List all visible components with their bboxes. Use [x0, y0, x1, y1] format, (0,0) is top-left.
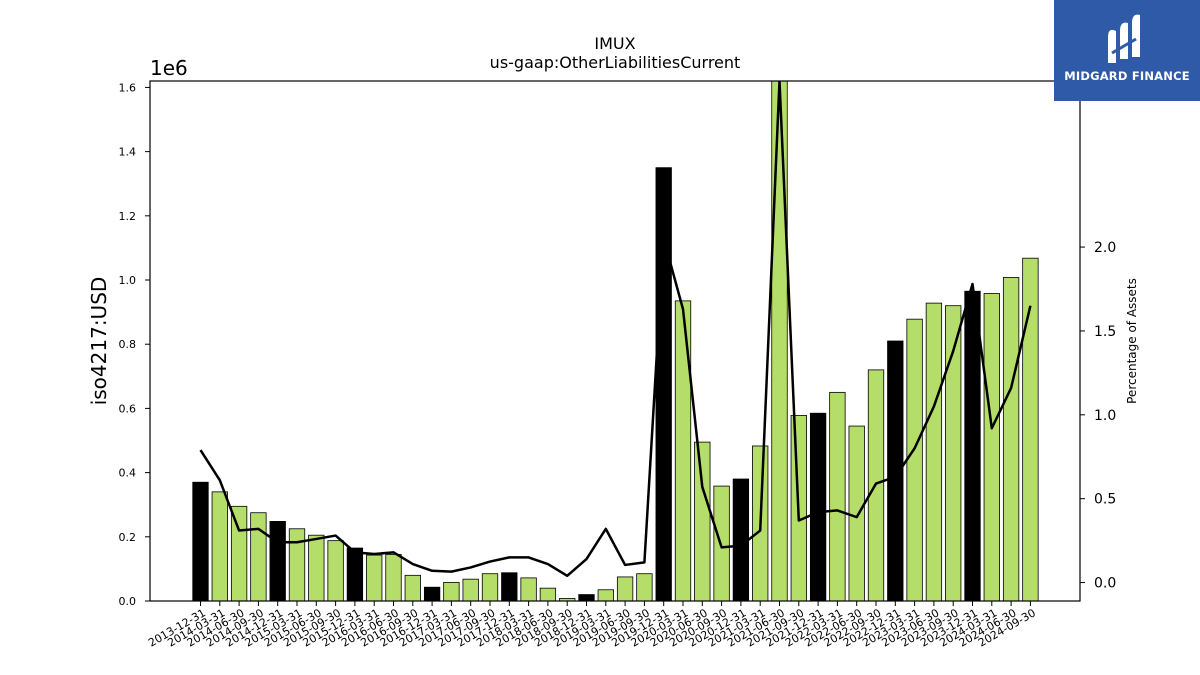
midgard-logo-icon — [1108, 14, 1140, 63]
bar-2016-12-31 — [423, 586, 441, 602]
bar-2023-03-31 — [906, 318, 923, 602]
bar-2019-12-31 — [655, 167, 672, 602]
bar-2014-06-30 — [230, 505, 248, 602]
bar-2014-09-30 — [250, 512, 267, 602]
bar-2019-03-31 — [597, 589, 614, 602]
bar-2015-03-31 — [288, 528, 306, 602]
y-multiplier-label: 1e6 — [150, 56, 188, 80]
y2-tick-label: 1.0 — [1094, 408, 1116, 424]
x-axis: 2013-12-312014-03-312014-06-302014-09-30… — [146, 601, 1038, 650]
bar-2018-03-31 — [520, 577, 537, 602]
bar-2018-06-30 — [539, 587, 557, 602]
bar-2016-09-30 — [404, 574, 421, 602]
percentage-of-assets-line — [199, 81, 1032, 578]
bar-2020-06-30 — [694, 441, 711, 602]
y-axis-label: iso4217:USD — [87, 277, 111, 406]
y-tick-label: 1.4 — [119, 146, 137, 159]
bar-2021-06-30 — [771, 80, 788, 602]
y2-tick-label: 0.5 — [1094, 492, 1116, 508]
bar-2015-12-31 — [346, 547, 364, 602]
bar-2015-06-30 — [308, 534, 325, 602]
bar-2016-03-31 — [366, 554, 383, 602]
bar-2019-06-30 — [616, 576, 634, 602]
bar-2016-06-30 — [385, 554, 402, 602]
bar-2024-03-31 — [983, 293, 1000, 602]
bar-2018-12-31 — [578, 594, 595, 602]
bar-2013-12-31 — [192, 481, 209, 602]
bar-2021-12-31 — [809, 412, 827, 602]
y-tick-label: 0.6 — [119, 402, 137, 415]
bar-2022-03-31 — [829, 391, 846, 602]
y2-axis: 0.0 0.5 1.0 1.5 2.0 — [1080, 240, 1116, 592]
y-tick-label: 1.6 — [119, 81, 137, 94]
y-tick-label: 0.4 — [119, 467, 137, 480]
chart-subtitle: us-gaap:OtherLiabilitiesCurrent — [490, 53, 741, 72]
bar-2017-03-31 — [443, 581, 460, 602]
bar-2015-09-30 — [327, 540, 344, 602]
y-tick-label: 1.2 — [119, 210, 137, 223]
bar-2014-03-31 — [211, 491, 228, 602]
bar-2017-12-31 — [501, 572, 518, 602]
bar-2023-06-30 — [925, 302, 943, 602]
y2-axis-label: Percentage of Assets — [1125, 278, 1139, 404]
bar-2014-12-31 — [269, 521, 286, 602]
brand-logo-text: MIDGARD FINANCE — [1064, 69, 1190, 83]
bar-2023-12-31 — [964, 290, 981, 602]
y-tick-label: 0.8 — [119, 338, 137, 351]
bar-2020-03-31 — [674, 300, 692, 602]
y-axis: 0.0 0.2 0.4 0.6 0.8 1.0 1.2 1.4 1.6 — [119, 81, 150, 608]
brand-logo: MIDGARD FINANCE — [1054, 0, 1200, 101]
bar-2024-06-30 — [1002, 277, 1020, 602]
line-group — [199, 81, 1032, 578]
chart-title: IMUX — [594, 34, 635, 53]
bar-2022-06-30 — [848, 425, 865, 602]
bar-2017-09-30 — [481, 573, 499, 602]
y2-tick-label: 2.0 — [1094, 240, 1116, 256]
bar-2019-09-30 — [636, 573, 653, 602]
y-tick-label: 0.2 — [119, 531, 137, 544]
y2-tick-label: 0.0 — [1094, 576, 1116, 592]
plot-frame — [149, 80, 1081, 602]
bar-2017-06-30 — [462, 578, 479, 602]
y2-tick-label: 1.5 — [1094, 324, 1116, 340]
bars-group — [192, 80, 1039, 602]
y-tick-label: 0.0 — [119, 595, 137, 608]
y-tick-label: 1.0 — [119, 274, 137, 287]
